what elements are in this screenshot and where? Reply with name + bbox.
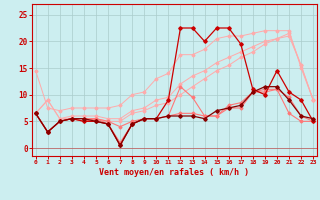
X-axis label: Vent moyen/en rafales ( km/h ): Vent moyen/en rafales ( km/h ) (100, 168, 249, 177)
